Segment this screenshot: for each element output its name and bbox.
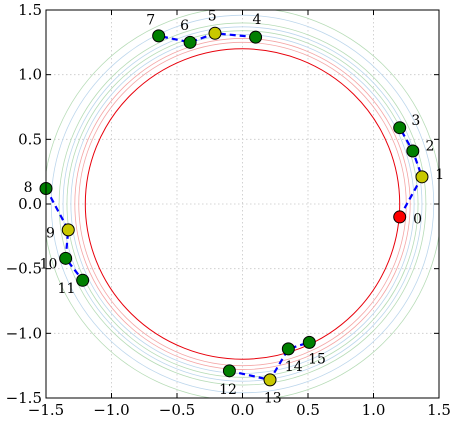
point-marker-1 (415, 170, 429, 184)
circle (74, 38, 411, 370)
path-segment (229, 341, 310, 382)
point-marker-13 (263, 373, 277, 387)
point-label-9: 9 (46, 226, 55, 242)
point-marker-3 (393, 121, 407, 135)
point-marker-7 (152, 29, 166, 43)
point-marker-10 (59, 251, 73, 265)
path-segment (46, 187, 84, 281)
circle (62, 26, 423, 382)
x-tick-label: 0.0 (231, 401, 255, 419)
point-label-6: 6 (180, 18, 189, 34)
path-segment (398, 127, 424, 218)
point-label-5: 5 (208, 9, 217, 25)
x-tick-label: 0.5 (296, 401, 320, 419)
point-marker-9 (61, 223, 75, 237)
point-label-4: 4 (253, 12, 262, 28)
x-tick-label: −0.5 (159, 401, 195, 419)
circle (58, 22, 427, 386)
point-marker-4 (249, 30, 263, 44)
series-path (46, 32, 424, 382)
point-label-2: 2 (426, 139, 435, 155)
point-label-0: 0 (413, 211, 422, 227)
axis-ticks: −1.5 −1.0 −0.5 0.0 0.5 1.0 1.5 −1.5 −1.0 −0.5 0.0 0… (6, 1, 451, 419)
point-label-10: 10 (40, 257, 58, 273)
x-tick-label: 1.5 (427, 401, 451, 419)
point-marker-6 (183, 35, 197, 49)
y-tick-label: 1.5 (18, 1, 42, 19)
point-label-15: 15 (308, 352, 326, 368)
point-label-13: 13 (264, 391, 282, 407)
point-label-12: 12 (219, 382, 237, 398)
point-label-7: 7 (146, 13, 155, 29)
y-tick-label: 1.0 (18, 66, 42, 84)
point-label-1: 1 (435, 167, 444, 183)
point-marker-15 (302, 335, 316, 349)
x-tick-label: −1.5 (28, 401, 64, 419)
point-label-3: 3 (411, 113, 420, 129)
data-points (39, 26, 429, 387)
y-tick-label: −1.0 (6, 324, 42, 342)
path-segment (158, 32, 256, 44)
circle (50, 14, 435, 394)
point-label-11: 11 (58, 281, 76, 297)
y-tick-label: 0.0 (18, 195, 42, 213)
grid (46, 10, 439, 398)
y-tick-label: −1.5 (6, 389, 42, 407)
point-marker-12 (222, 364, 236, 378)
x-tick-label: 1.0 (362, 401, 386, 419)
circle (66, 30, 419, 378)
point-marker-14 (281, 342, 295, 356)
point-marker-0 (393, 210, 407, 224)
point-marker-11 (76, 273, 90, 287)
x-tick-label: −1.0 (93, 401, 129, 419)
point-marker-5 (208, 26, 222, 40)
y-tick-label: 0.5 (18, 130, 42, 148)
point-label-8: 8 (24, 180, 33, 196)
point-marker-2 (406, 144, 420, 158)
y-tick-label: −0.5 (6, 260, 42, 278)
point-label-14: 14 (285, 359, 303, 375)
circle (84, 48, 401, 360)
